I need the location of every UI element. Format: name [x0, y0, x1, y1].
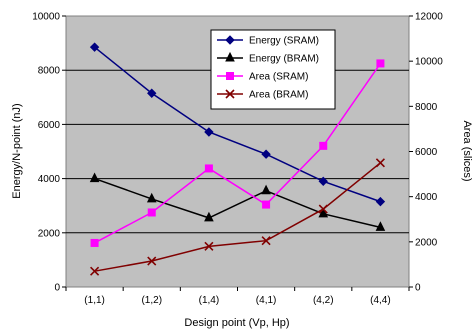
legend: Energy (SRAM) Energy (BRAM) Area (SRAM) Are… [210, 29, 336, 110]
legend-label: Area (BRAM) [249, 90, 308, 101]
x-axis-title: Design point (Vp, Hp) [184, 317, 289, 329]
right-y-tick-label: 10000 [415, 57, 443, 68]
legend-label: Energy (BRAM) [249, 54, 319, 65]
data-point [147, 256, 157, 266]
data-point [204, 164, 213, 173]
right-y-tick-label: 8000 [415, 102, 438, 113]
data-point [89, 172, 100, 183]
series-energy-sram [89, 42, 386, 207]
legend-marker [225, 35, 235, 45]
right-y-tick-label: 6000 [415, 147, 438, 158]
x-tick-label: (4,1) [256, 295, 277, 306]
right-y-axis-ticks: 0 2000 4000 6000 8000 10000 12000 [409, 12, 443, 294]
left-y-tick-label: 0 [54, 283, 60, 294]
x-tick-label: (1,4) [199, 295, 220, 306]
x-tick-label: (4,4) [370, 295, 391, 306]
data-point [261, 184, 271, 195]
data-point [375, 196, 386, 207]
x-axis-ticks: (1,1) (1,2) (1,4) (4,1) (4,2) (4,4) [65, 287, 410, 306]
x-tick-label: (4,2) [313, 295, 334, 306]
data-point [89, 42, 100, 52]
left-y-axis-ticks: 0 2000 4000 6000 8000 10000 [32, 12, 66, 294]
left-y-tick-label: 10000 [32, 12, 60, 23]
x-tick-label: (1,2) [141, 295, 162, 306]
right-y-tick-label: 0 [415, 283, 421, 294]
data-point [90, 238, 99, 247]
data-point [146, 192, 157, 203]
data-point [375, 221, 386, 231]
series-layer [89, 42, 386, 276]
left-y-tick-label: 8000 [38, 66, 61, 77]
left-y-tick-label: 4000 [38, 174, 61, 185]
legend-label: Energy (SRAM) [249, 36, 319, 47]
legend-item: Energy (SRAM) [217, 35, 319, 47]
legend-label: Area (SRAM) [249, 72, 308, 83]
legend-marker [225, 51, 235, 62]
data-point [204, 241, 214, 251]
data-point [147, 88, 157, 98]
series-line [94, 46, 381, 203]
right-y-tick-label: 4000 [415, 192, 438, 203]
series-line [94, 62, 382, 244]
data-point [147, 208, 156, 217]
data-point [319, 141, 328, 150]
right-y-tick-label: 12000 [415, 12, 443, 23]
legend-marker [226, 72, 234, 80]
left-y-tick-label: 6000 [38, 120, 61, 131]
series-area-bram [90, 158, 385, 276]
data-point [90, 266, 100, 276]
series-line [94, 162, 381, 272]
legend-item: Area (BRAM) [217, 89, 308, 101]
data-point [318, 207, 329, 218]
x-tick-label: (1,1) [84, 295, 105, 306]
data-point [318, 176, 328, 187]
legend-item: Area (SRAM) [217, 72, 308, 83]
legend-item: Energy (BRAM) [217, 51, 319, 65]
legend-marker [225, 89, 235, 99]
series-area-sram [90, 59, 385, 247]
legend-items: Energy (SRAM) Energy (BRAM) Area (SRAM) Are… [217, 35, 319, 101]
data-point [375, 158, 385, 168]
data-point [204, 127, 214, 137]
left-y-axis-title: Energy/N-point (nJ) [11, 103, 23, 198]
data-point [318, 204, 328, 214]
data-point [376, 59, 385, 68]
right-y-axis-title: Area (slices) [461, 120, 473, 181]
data-point [261, 236, 271, 246]
series-energy-bram [89, 172, 386, 231]
data-point [262, 200, 271, 209]
data-point [204, 211, 214, 222]
left-y-tick-label: 2000 [38, 228, 61, 239]
series-line [94, 177, 381, 229]
data-point [261, 149, 271, 159]
right-y-tick-label: 2000 [415, 237, 438, 248]
